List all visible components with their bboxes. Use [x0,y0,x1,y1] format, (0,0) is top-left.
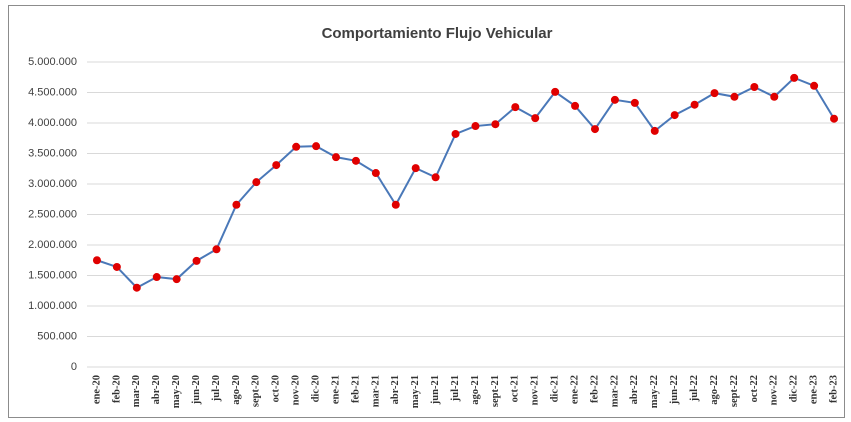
x-tick-label: sept-21 [490,375,501,407]
data-point [730,92,739,101]
x-tick-label: ene-21 [330,375,341,404]
x-tick-label: ago-20 [231,375,242,405]
x-tick-label: nov-22 [769,375,780,405]
x-tick-label: mar-20 [131,375,142,407]
data-point [92,256,101,265]
data-point [192,256,201,265]
data-point [531,114,540,123]
y-tick-label: 3.500.000 [28,147,77,159]
x-tick-label: jul-22 [689,375,700,402]
y-tick-label: 1.000.000 [28,300,77,312]
data-point [112,262,121,271]
data-point [511,103,520,112]
x-tick-label: ago-21 [470,375,481,405]
x-tick-label: jun-21 [430,375,441,405]
data-point [232,200,241,209]
data-point [312,142,321,151]
data-point [710,89,719,98]
x-tick-label: ago-22 [709,375,720,405]
x-tick-label: feb-21 [350,375,361,403]
data-point [590,125,599,134]
data-point [610,95,619,104]
data-point [810,81,819,90]
y-tick-label: 4.500.000 [28,86,77,98]
y-tick-label: 0 [71,361,77,373]
x-tick-label: sept-22 [729,375,740,407]
x-tick-label: dic-22 [789,375,800,402]
x-tick-label: abr-22 [629,375,640,404]
x-tick-label: nov-21 [530,375,541,405]
data-point [411,164,420,173]
data-point [830,114,839,123]
x-tick-label: mar-21 [370,375,381,407]
x-tick-label: feb-20 [111,375,122,403]
x-tick-label: ene-23 [809,375,820,404]
x-tick-label: feb-22 [589,375,600,403]
data-point [770,92,779,101]
x-tick-label: oct-20 [271,375,282,402]
data-point [471,122,480,131]
data-point [132,283,141,292]
x-tick-label: abr-20 [151,375,162,404]
x-tick-label: oct-21 [510,375,521,402]
y-tick-label: 4.000.000 [28,117,77,129]
x-tick-label: ene-20 [91,375,102,404]
data-point [630,98,639,107]
chart-title: Comportamiento Flujo Vehicular [322,25,553,42]
data-point [491,120,500,129]
data-point [690,100,699,109]
data-point [152,273,161,282]
x-tick-label: oct-22 [749,375,760,402]
x-tick-label: may-20 [171,375,182,408]
x-tick-label: feb-23 [828,375,839,403]
chart-border [8,5,845,418]
x-tick-label: ene-22 [569,375,580,404]
x-tick-label: mar-22 [609,375,620,407]
data-point [212,245,221,254]
y-tick-label: 3.000.000 [28,178,77,190]
data-point [332,153,341,162]
data-point [351,156,360,165]
data-point [790,73,799,82]
data-point [272,161,281,170]
data-point [571,101,580,110]
x-tick-label: jul-20 [211,375,222,402]
x-tick-label: may-22 [649,375,660,408]
x-tick-label: may-21 [410,375,421,408]
data-point [252,178,261,187]
x-tick-label: dic-20 [310,375,321,402]
y-tick-label: 500.000 [37,330,77,342]
data-point [431,173,440,182]
x-tick-label: abr-21 [390,375,401,404]
y-tick-label: 2.000.000 [28,239,77,251]
y-tick-label: 1.500.000 [28,269,77,281]
data-point [292,142,301,151]
data-point [670,111,679,120]
data-point [451,129,460,138]
y-tick-label: 5.000.000 [28,56,77,68]
x-tick-label: jun-22 [669,375,680,405]
data-point [650,126,659,135]
x-tick-label: sept-20 [251,375,262,407]
x-tick-label: nov-20 [291,375,302,405]
data-point [172,275,181,284]
x-tick-label: jun-20 [191,375,202,405]
x-tick-label: dic-21 [550,375,561,402]
x-tick-label: jul-21 [450,375,461,402]
y-tick-label: 2.500.000 [28,208,77,220]
data-point [750,83,759,92]
data-point [551,87,560,96]
data-point [391,200,400,209]
data-point [371,169,380,178]
